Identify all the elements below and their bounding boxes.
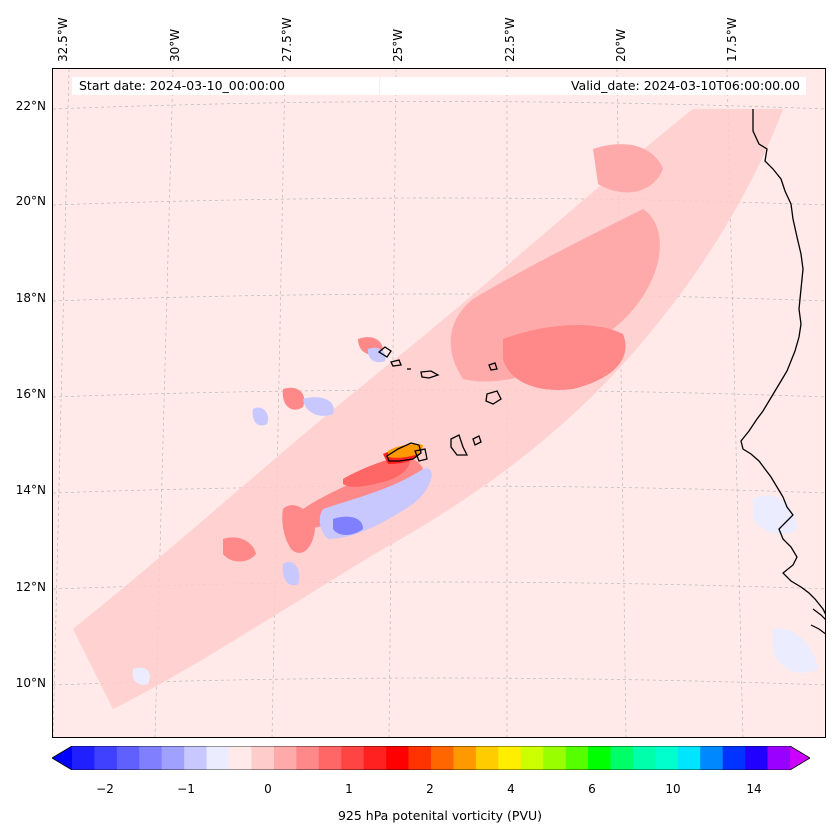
colorbar-cell bbox=[296, 746, 320, 770]
colorbar-cell bbox=[94, 746, 118, 770]
coastal-islands bbox=[810, 608, 825, 635]
lon-label-17-5w: 17.5°W bbox=[725, 17, 739, 62]
colorbar bbox=[52, 746, 810, 770]
lat-label-16n: 16°N bbox=[15, 387, 46, 401]
african-coastline bbox=[740, 109, 825, 615]
colorbar-cell bbox=[767, 746, 791, 770]
pv-field-map bbox=[53, 69, 825, 737]
lat-label-22n: 22°N bbox=[15, 99, 46, 113]
colorbar-cell bbox=[273, 746, 297, 770]
colorbar-label: 925 hPa potenital vorticity (PVU) bbox=[337, 808, 543, 823]
colorbar-tick: 4 bbox=[507, 782, 515, 796]
colorbar-cell bbox=[745, 746, 768, 770]
map-panel bbox=[52, 68, 826, 738]
colorbar-arrow-right bbox=[790, 746, 810, 770]
colorbar-cell bbox=[475, 746, 499, 770]
colorbar-tick: 2 bbox=[426, 782, 434, 796]
colorbar-cell bbox=[520, 746, 544, 770]
colorbar-cell bbox=[184, 746, 207, 770]
lat-label-18n: 18°N bbox=[15, 291, 46, 305]
colorbar-cell bbox=[588, 746, 611, 770]
colorbar-cell bbox=[722, 746, 746, 770]
pv-contours-positive bbox=[73, 109, 783, 709]
colorbar-cell bbox=[453, 746, 477, 770]
colorbar-cell bbox=[565, 746, 589, 770]
lat-label-20n: 20°N bbox=[15, 194, 46, 208]
lon-label-20w: 20°W bbox=[614, 28, 628, 62]
colorbar-cell bbox=[408, 746, 432, 770]
colorbar-cell bbox=[655, 746, 679, 770]
colorbar-tick: 1 bbox=[345, 782, 353, 796]
colorbar-tick: 14 bbox=[746, 782, 762, 796]
lat-label-10n: 10°N bbox=[15, 676, 46, 690]
colorbar-cell bbox=[251, 746, 275, 770]
lat-label-12n: 12°N bbox=[15, 580, 46, 594]
colorbar-cell bbox=[206, 746, 230, 770]
colorbar-tick: 0 bbox=[264, 782, 272, 796]
colorbar-cell bbox=[610, 746, 634, 770]
colorbar-cell bbox=[386, 746, 409, 770]
valid-date-label: Valid_date: 2024-03-10T06:00:00.00 bbox=[380, 77, 806, 95]
lon-label-32-5w: 32.5°W bbox=[56, 17, 70, 62]
colorbar-tick: 10 bbox=[665, 782, 681, 796]
colorbar-cell bbox=[700, 746, 723, 770]
colorbar-arrow-left bbox=[52, 746, 72, 770]
start-date-label: Start date: 2024-03-10_00:00:00 bbox=[72, 77, 379, 95]
colorbar-cell bbox=[229, 746, 252, 770]
colorbar-tick: −1 bbox=[177, 782, 195, 796]
colorbar-cell bbox=[161, 746, 185, 770]
lat-label-14n: 14°N bbox=[15, 483, 46, 497]
lon-label-25w: 25°W bbox=[391, 28, 405, 62]
colorbar-cell bbox=[318, 746, 342, 770]
colorbar-tick: −2 bbox=[96, 782, 114, 796]
colorbar-cell bbox=[72, 746, 95, 770]
colorbar-cell bbox=[431, 746, 454, 770]
colorbar-cell bbox=[116, 746, 140, 770]
colorbar-cell bbox=[341, 746, 364, 770]
colorbar-cell bbox=[363, 746, 387, 770]
cape-verde-islands bbox=[377, 346, 502, 462]
lon-label-30w: 30°W bbox=[168, 28, 182, 62]
colorbar-tick: 6 bbox=[588, 782, 596, 796]
colorbar-cell bbox=[632, 746, 656, 770]
lon-label-22-5w: 22.5°W bbox=[503, 17, 517, 62]
colorbar-cell bbox=[139, 746, 163, 770]
lon-label-27-5w: 27.5°W bbox=[280, 17, 294, 62]
colorbar-cell bbox=[543, 746, 566, 770]
colorbar-cell bbox=[677, 746, 701, 770]
colorbar-cell bbox=[498, 746, 522, 770]
